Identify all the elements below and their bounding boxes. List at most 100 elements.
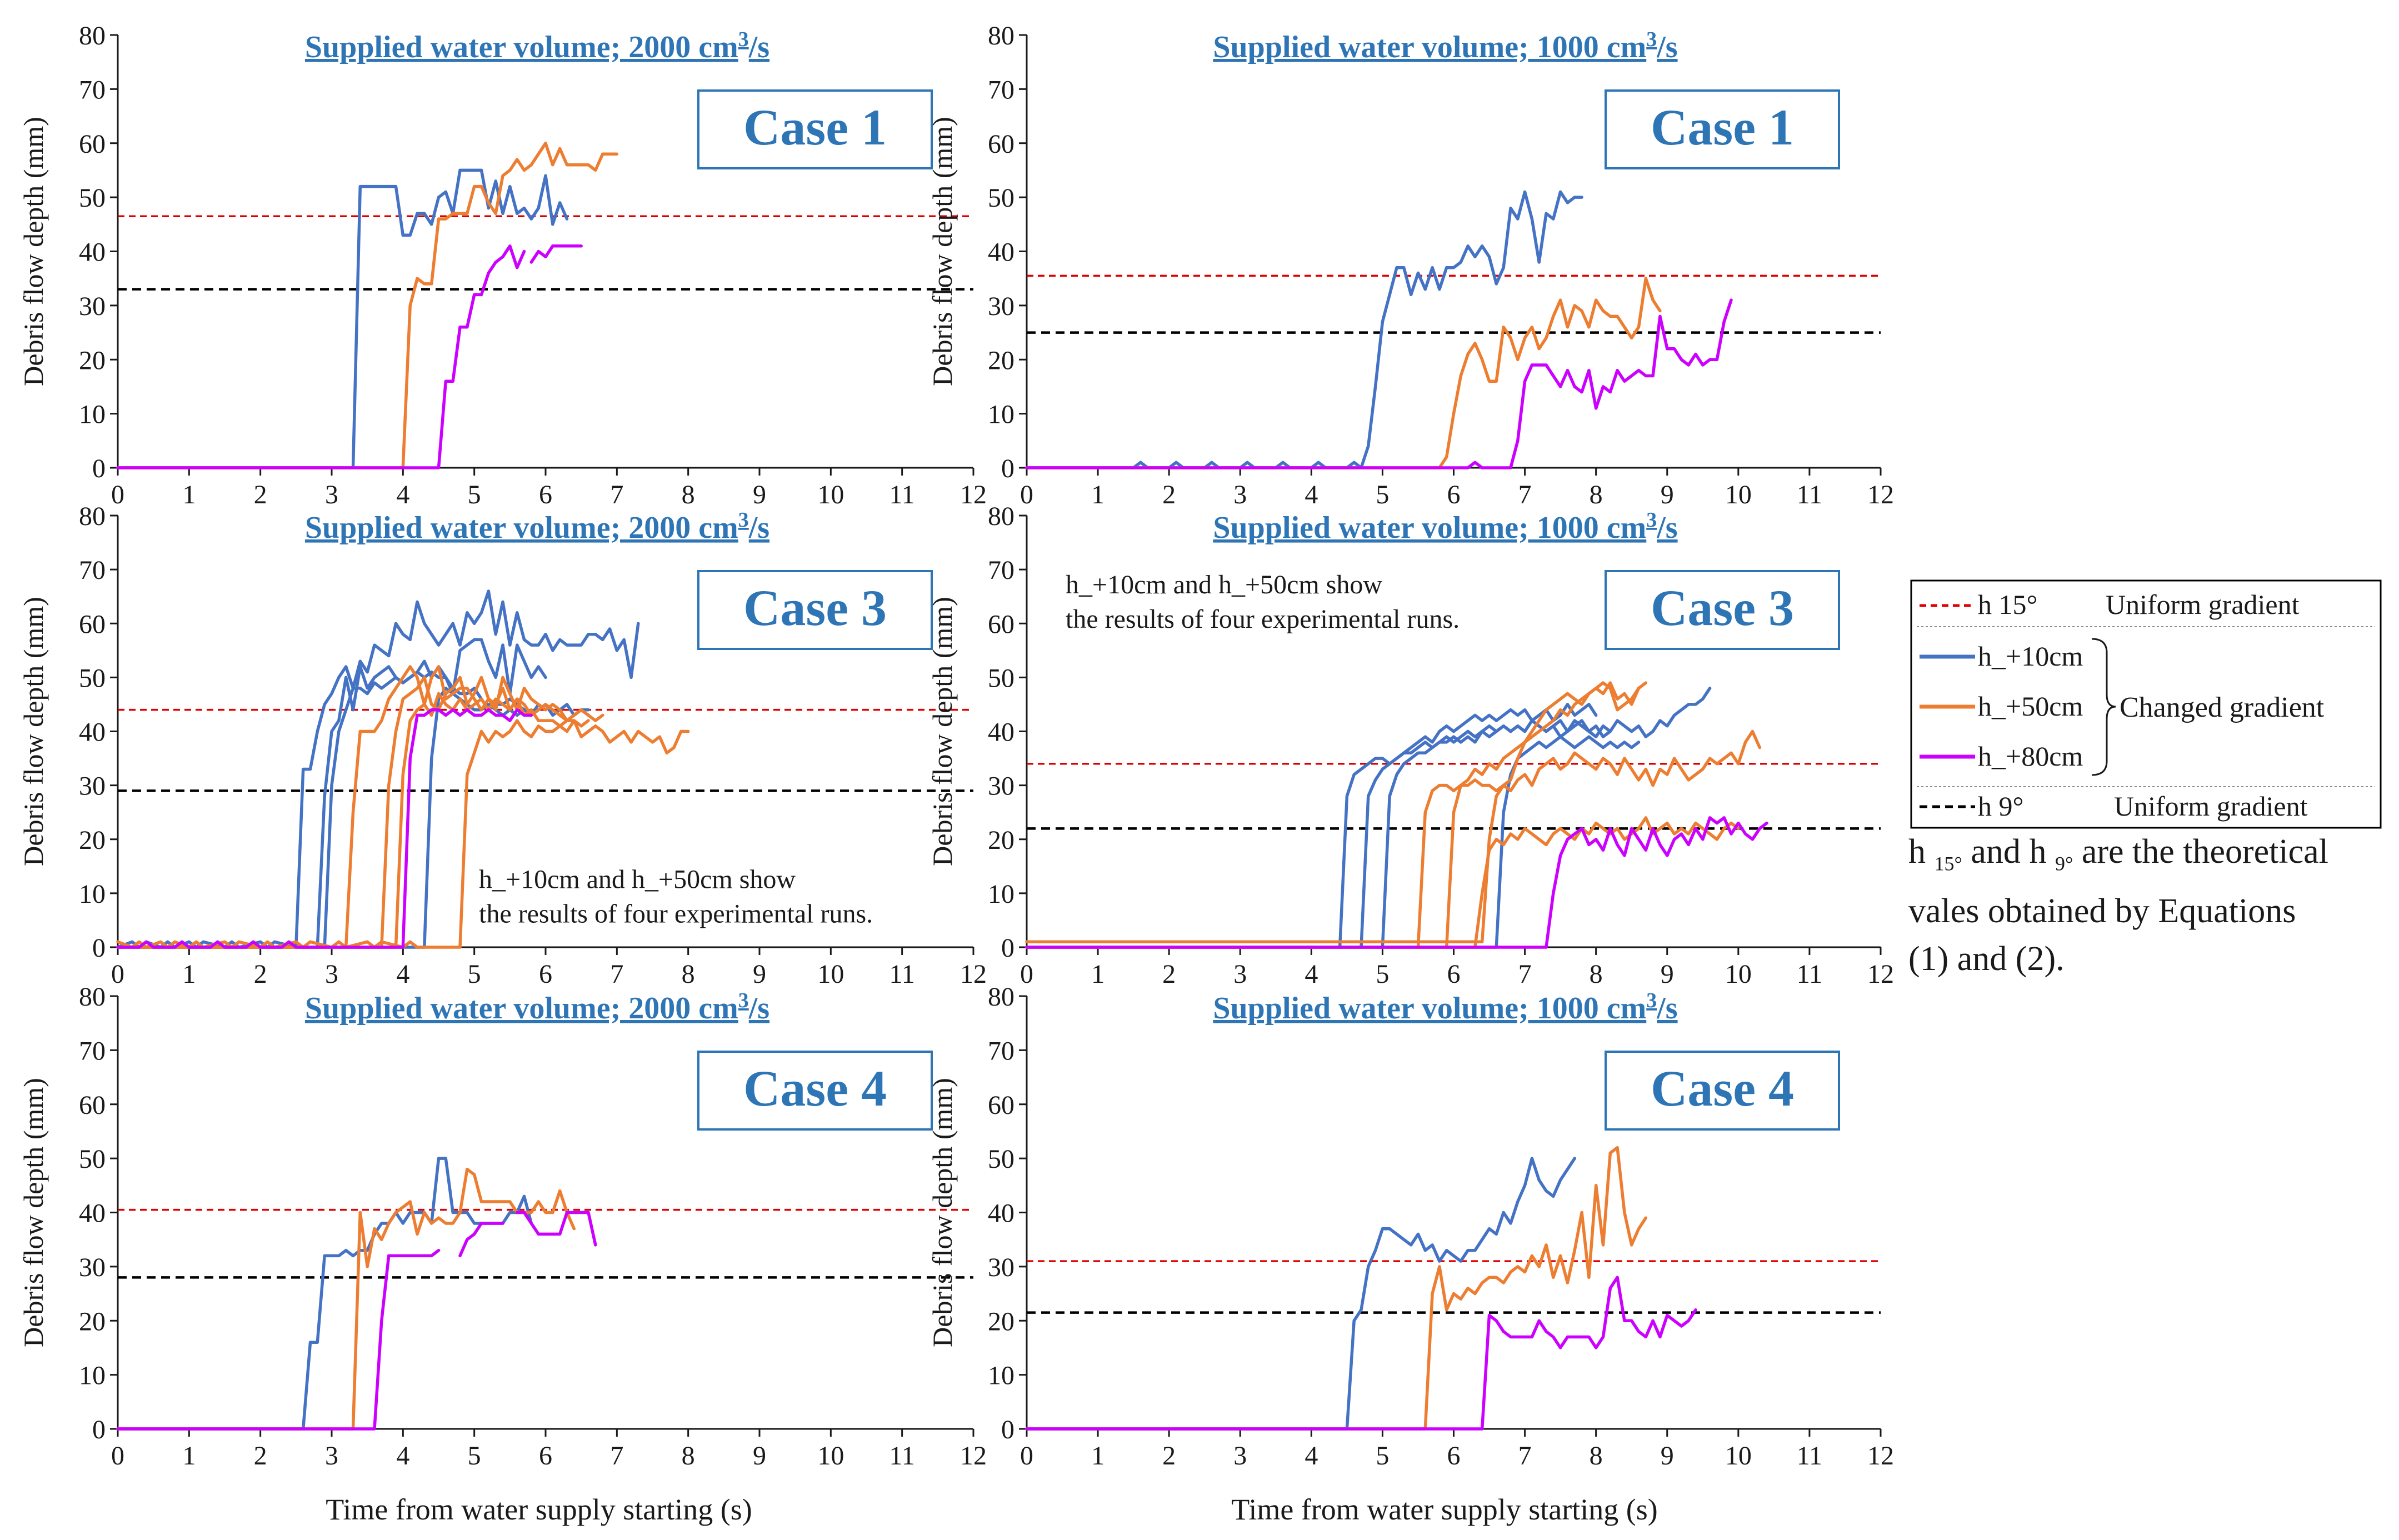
x-tick-label: 2 (254, 1441, 267, 1471)
y-axis-label: Debris flow depth (mm) (18, 117, 49, 386)
series-line-magenta-3 (116, 1211, 597, 1431)
y-tick-label: 10 (79, 879, 106, 909)
x-tick-label: 2 (254, 959, 267, 989)
x-tick-label: 8 (1590, 959, 1603, 989)
x-tick-label: 3 (1233, 959, 1247, 989)
y-tick-label: 60 (79, 129, 106, 159)
x-tick-label: 8 (1590, 1441, 1603, 1471)
x-tick-label: 4 (1305, 959, 1318, 989)
x-tick-label: 3 (1233, 480, 1247, 509)
x-tick-label: 2 (254, 480, 267, 509)
series-line-orange-8 (1025, 816, 1740, 949)
y-tick-label: 60 (988, 609, 1014, 639)
y-tick-label: 70 (988, 556, 1014, 585)
x-tick-label: 12 (960, 480, 987, 509)
x-tick-label: 11 (889, 959, 915, 989)
x-tick-label: 1 (1091, 1441, 1104, 1471)
x-tick-label: 10 (1725, 480, 1752, 509)
x-tick-label: 6 (1447, 959, 1461, 989)
series-line-blue-1 (116, 168, 569, 469)
x-tick-label: 2 (1162, 1441, 1176, 1471)
x-tick-label: 11 (889, 480, 915, 509)
x-tick-label: 6 (539, 480, 552, 509)
legend-blue-label: h_+10cm (1978, 641, 2083, 672)
y-tick-label: 10 (79, 1361, 106, 1391)
x-tick-label: 0 (111, 959, 124, 989)
y-tick-label: 40 (988, 238, 1014, 267)
y-tick-label: 10 (988, 879, 1014, 909)
y-tick-label: 20 (988, 1307, 1014, 1336)
x-axis-label-right: Time from water supply starting (s) (1231, 1493, 1657, 1526)
x-tick-label: 12 (960, 959, 987, 989)
x-tick-label: 10 (817, 480, 844, 509)
y-tick-label: 10 (988, 1361, 1014, 1391)
caption-line-3: (1) and (2). (1908, 940, 2065, 978)
y-tick-label: 80 (988, 21, 1014, 51)
y-tick-label: 20 (79, 1307, 106, 1336)
x-tick-label: 7 (1518, 959, 1532, 989)
y-tick-label: 80 (79, 502, 106, 531)
y-tick-label: 0 (92, 1415, 106, 1444)
chart-title: Supplied water volume; 2000 cm3/s (305, 989, 769, 1026)
x-tick-label: 9 (753, 480, 766, 509)
case-label: Case 3 (743, 579, 887, 636)
x-tick-label: 8 (682, 959, 695, 989)
x-axis-label-left: Time from water supply starting (s) (326, 1493, 752, 1526)
x-tick-label: 9 (1661, 480, 1674, 509)
y-axis-label: Debris flow depth (mm) (927, 597, 958, 866)
series-line-orange-2 (116, 142, 619, 469)
y-tick-label: 30 (79, 1253, 106, 1282)
legend-red-gradient: Uniform gradient (2106, 589, 2300, 620)
y-tick-label: 10 (988, 400, 1014, 429)
y-tick-label: 70 (79, 556, 106, 585)
y-tick-label: 40 (988, 718, 1014, 747)
legend-magenta-label: h_+80cm (1978, 741, 2083, 772)
x-tick-label: 9 (1661, 959, 1674, 989)
series-line-orange-8 (116, 719, 690, 949)
y-tick-label: 0 (92, 454, 106, 483)
y-tick-label: 80 (988, 982, 1014, 1012)
y-tick-label: 30 (988, 1253, 1014, 1282)
series-line-blue-1 (1025, 703, 1598, 949)
series-line-magenta-3 (1025, 1276, 1697, 1431)
chart-title: Supplied water volume; 2000 cm3/s (305, 508, 769, 545)
x-tick-label: 1 (1091, 480, 1104, 509)
x-tick-label: 0 (1020, 1441, 1033, 1471)
case-label-box (697, 1051, 933, 1131)
x-tick-label: 8 (682, 480, 695, 509)
y-tick-label: 80 (988, 502, 1014, 531)
x-tick-label: 7 (610, 1441, 623, 1471)
y-tick-label: 60 (79, 1091, 106, 1120)
x-tick-label: 7 (610, 959, 623, 989)
x-tick-label: 5 (468, 959, 481, 989)
case-label-box (697, 570, 933, 650)
series-line-blue-1 (1025, 190, 1583, 469)
y-tick-label: 60 (988, 1091, 1014, 1120)
x-tick-label: 12 (1867, 480, 1894, 509)
y-tick-label: 50 (79, 1144, 106, 1174)
y-tick-label: 0 (1001, 1415, 1014, 1444)
y-tick-label: 30 (988, 292, 1014, 321)
x-tick-label: 11 (889, 1441, 915, 1471)
case-label: Case 4 (743, 1060, 887, 1117)
x-tick-label: 9 (753, 959, 766, 989)
series-line-magenta-3 (1025, 298, 1733, 469)
y-tick-label: 0 (92, 933, 106, 963)
y-tick-label: 0 (1001, 933, 1014, 963)
y-tick-label: 20 (988, 826, 1014, 855)
series-line-orange-6 (116, 676, 590, 949)
y-tick-label: 70 (79, 1036, 106, 1066)
series-line-blue-2 (116, 638, 547, 949)
x-tick-label: 2 (1162, 959, 1176, 989)
series-line-orange-6 (1025, 681, 1648, 949)
case-label-box (1605, 570, 1840, 650)
x-tick-label: 1 (1091, 959, 1104, 989)
caption-line-1: h 15° and h 9° are the theoretical (1908, 833, 2328, 875)
panel-frame (932, 13, 1908, 512)
caption-sub-9: 9° (2055, 852, 2073, 875)
y-axis-label: Debris flow depth (mm) (18, 597, 49, 866)
